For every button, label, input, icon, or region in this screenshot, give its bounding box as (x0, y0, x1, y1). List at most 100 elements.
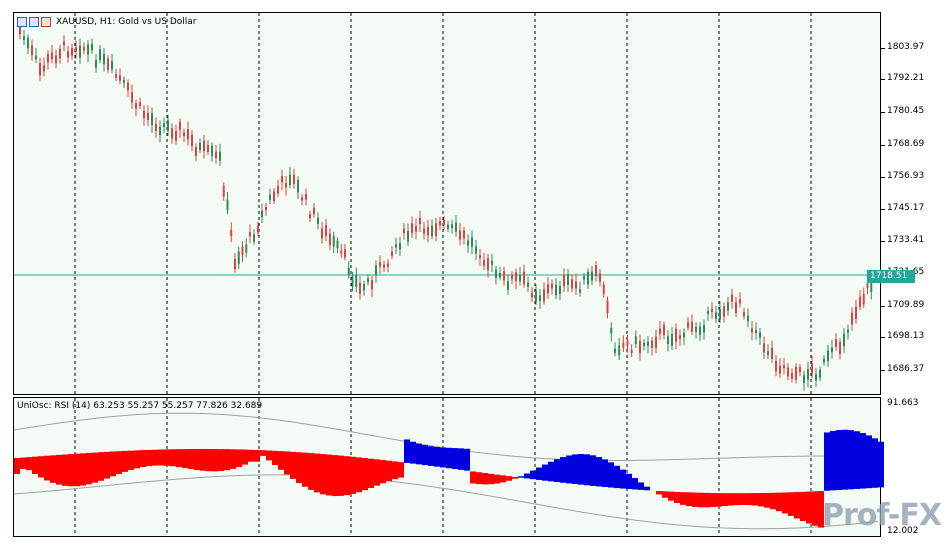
osc-area (704, 492, 710, 508)
candle-body (723, 306, 725, 317)
osc-area (626, 473, 632, 490)
candle-body (563, 274, 565, 287)
osc-area (746, 493, 752, 506)
candle-body (626, 340, 629, 346)
osc-area (806, 491, 812, 524)
price-scale-tick (881, 337, 885, 338)
osc-area (32, 456, 38, 475)
osc-area (188, 449, 194, 470)
osc-area (662, 491, 668, 498)
osc-area (494, 474, 500, 484)
candle-body (719, 309, 721, 320)
candle-body (329, 233, 331, 246)
candle-body (559, 285, 561, 295)
osc-area (548, 461, 554, 482)
candle-body (547, 284, 549, 294)
candle-body (555, 284, 557, 296)
candle-body (423, 228, 425, 234)
osc-area (296, 452, 302, 484)
osc-area (446, 447, 452, 469)
candle-body (459, 230, 461, 240)
candle-body (415, 226, 417, 232)
candle-body (135, 103, 137, 109)
osc-area (770, 492, 776, 510)
candle-body (119, 75, 121, 81)
candle-body (839, 341, 841, 355)
candle-body (115, 74, 117, 78)
candle-body (147, 112, 149, 121)
osc-area (398, 462, 404, 478)
osc-area (404, 439, 410, 463)
candle-body (340, 250, 343, 254)
candle-body (687, 322, 689, 328)
osc-area (110, 451, 116, 477)
candle-body (399, 243, 401, 250)
price-scale-tick (881, 79, 885, 80)
candle-body (67, 51, 69, 58)
osc-area (26, 457, 32, 471)
candle-body (779, 365, 781, 374)
candle-body (571, 279, 573, 289)
osc-area (92, 452, 98, 483)
osc-area (68, 454, 74, 487)
osc-area (668, 491, 674, 501)
candle-body (463, 230, 465, 239)
candle-body (651, 340, 653, 348)
osc-area (638, 482, 644, 490)
candle-body (443, 220, 445, 225)
osc-area (608, 462, 614, 488)
osc-area (158, 449, 164, 466)
close-window-icon[interactable] (41, 17, 51, 27)
osc-area (74, 453, 80, 487)
price-scale-label: 1756.93 (887, 171, 925, 181)
candle-body (527, 282, 529, 287)
osc-area (380, 460, 386, 484)
osc-area (782, 492, 788, 514)
osc-area (836, 430, 842, 491)
chart-icon[interactable] (17, 17, 27, 27)
osc-area (812, 491, 818, 526)
osc-area (392, 461, 398, 480)
osc-area (224, 449, 230, 471)
candle-body (531, 292, 533, 298)
osc-area (584, 454, 590, 486)
osc-area (176, 449, 182, 468)
candle-body (775, 360, 777, 372)
candle-body (237, 251, 240, 265)
candle-body (179, 121, 181, 130)
candle-body (855, 306, 857, 319)
price-scale-tick (881, 370, 885, 371)
candle-body (230, 229, 233, 237)
candle-body (759, 332, 761, 338)
price-scale-label: 1780.45 (887, 106, 925, 116)
osc-area (14, 458, 20, 474)
candle-body (277, 186, 279, 194)
candle-body (407, 231, 409, 242)
candle-body (811, 363, 813, 374)
candle-body (427, 226, 429, 236)
candle-body (359, 282, 361, 294)
candle-body (643, 342, 645, 347)
price-scale-label: 1709.89 (887, 300, 925, 310)
candle-body (639, 340, 641, 354)
candle-body (127, 82, 129, 91)
candle-body (831, 347, 833, 353)
window-icon[interactable] (29, 17, 39, 27)
price-chart-pane[interactable] (13, 12, 881, 395)
candle-body (599, 273, 601, 282)
osc-area (260, 450, 266, 456)
osc-area (422, 445, 428, 466)
candle-body (575, 281, 577, 289)
candle-body (743, 311, 745, 317)
osc-area (38, 456, 44, 478)
price-scale-tick (881, 241, 885, 242)
osc-area (458, 448, 464, 470)
candle-body (447, 224, 449, 229)
osc-area (122, 450, 128, 472)
candle-body (634, 336, 637, 344)
osc-area (728, 493, 734, 506)
candle-body (771, 347, 773, 359)
price-scale-label: 1698.13 (887, 331, 925, 341)
candle-body (199, 142, 201, 151)
